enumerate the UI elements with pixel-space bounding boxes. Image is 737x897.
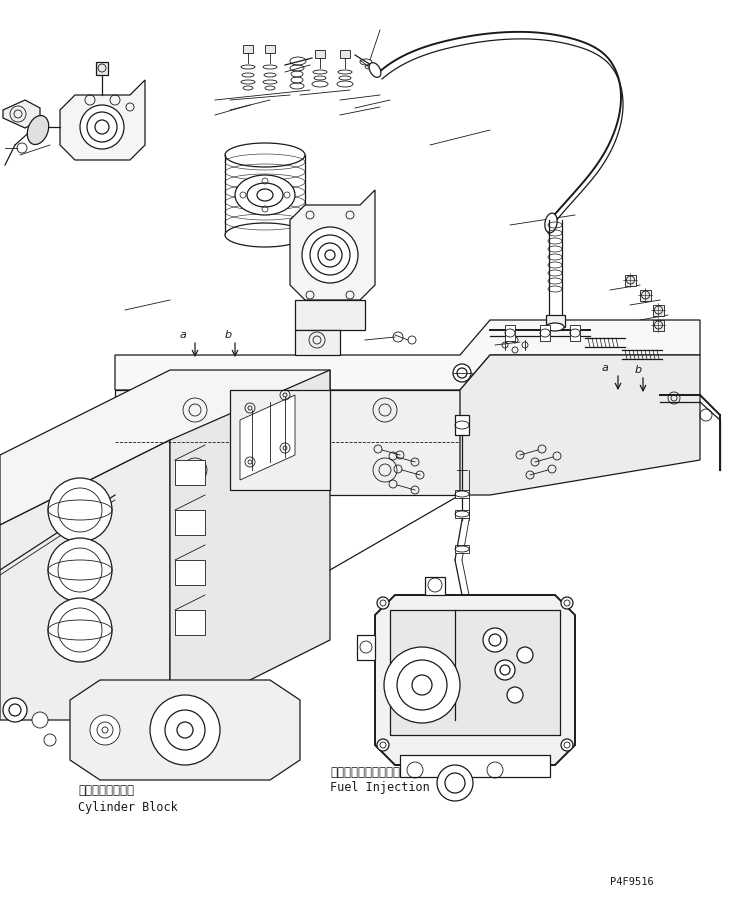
Circle shape (377, 597, 389, 609)
Bar (175, 510, 205, 535)
Text: a: a (180, 330, 186, 340)
Polygon shape (115, 320, 700, 390)
Polygon shape (0, 370, 330, 525)
Bar (175, 610, 205, 635)
Bar (243, 45, 253, 53)
Bar (175, 560, 205, 585)
Bar (455, 545, 469, 553)
Bar (653, 320, 664, 331)
Circle shape (561, 739, 573, 751)
Text: フェルインジェクションポンプ: フェルインジェクションポンプ (330, 765, 428, 779)
Circle shape (32, 712, 48, 728)
Circle shape (90, 715, 120, 745)
Circle shape (48, 478, 112, 542)
Bar (455, 415, 469, 435)
Text: a: a (601, 363, 609, 373)
Text: Cylinder Block: Cylinder Block (78, 802, 178, 814)
Bar (546, 315, 565, 327)
Polygon shape (115, 390, 460, 495)
Bar (425, 577, 445, 595)
Polygon shape (295, 330, 340, 355)
Polygon shape (60, 80, 145, 160)
Bar (640, 290, 651, 301)
Bar (455, 490, 469, 498)
Circle shape (517, 647, 533, 663)
Text: Fuel Injection Pump: Fuel Injection Pump (330, 781, 465, 795)
Polygon shape (295, 300, 365, 330)
Circle shape (453, 364, 471, 382)
Ellipse shape (546, 323, 564, 331)
Bar (625, 275, 636, 286)
Bar (400, 755, 550, 777)
Bar (175, 460, 205, 485)
Bar (505, 325, 515, 341)
Polygon shape (70, 680, 300, 780)
Polygon shape (290, 190, 375, 300)
Polygon shape (0, 440, 170, 720)
Ellipse shape (545, 213, 557, 233)
Text: b: b (225, 330, 231, 340)
Ellipse shape (27, 116, 49, 144)
Text: b: b (635, 365, 642, 375)
Polygon shape (240, 395, 295, 480)
Ellipse shape (369, 63, 381, 77)
Bar (96, 62, 108, 75)
Bar (315, 50, 325, 58)
Bar (390, 610, 560, 735)
Circle shape (3, 698, 27, 722)
Bar (540, 325, 550, 341)
Circle shape (377, 739, 389, 751)
Circle shape (384, 647, 460, 723)
Ellipse shape (225, 143, 305, 167)
Circle shape (48, 598, 112, 662)
Circle shape (561, 597, 573, 609)
Polygon shape (460, 355, 700, 495)
Bar (357, 635, 375, 660)
Circle shape (495, 660, 515, 680)
Bar (340, 50, 350, 58)
Circle shape (437, 765, 473, 801)
Bar (265, 45, 275, 53)
Polygon shape (230, 390, 330, 490)
Polygon shape (170, 370, 330, 720)
Polygon shape (375, 595, 575, 765)
Ellipse shape (235, 175, 295, 215)
Bar (455, 510, 469, 518)
Bar (653, 305, 664, 316)
Text: P4F9516: P4F9516 (610, 877, 654, 887)
Circle shape (150, 695, 220, 765)
Circle shape (483, 628, 507, 652)
Bar (570, 325, 580, 341)
Polygon shape (3, 100, 40, 128)
Ellipse shape (80, 105, 124, 149)
Circle shape (507, 687, 523, 703)
Text: シリンダブロック: シリンダブロック (78, 783, 134, 797)
Ellipse shape (302, 227, 358, 283)
Circle shape (48, 538, 112, 602)
Ellipse shape (225, 223, 305, 247)
